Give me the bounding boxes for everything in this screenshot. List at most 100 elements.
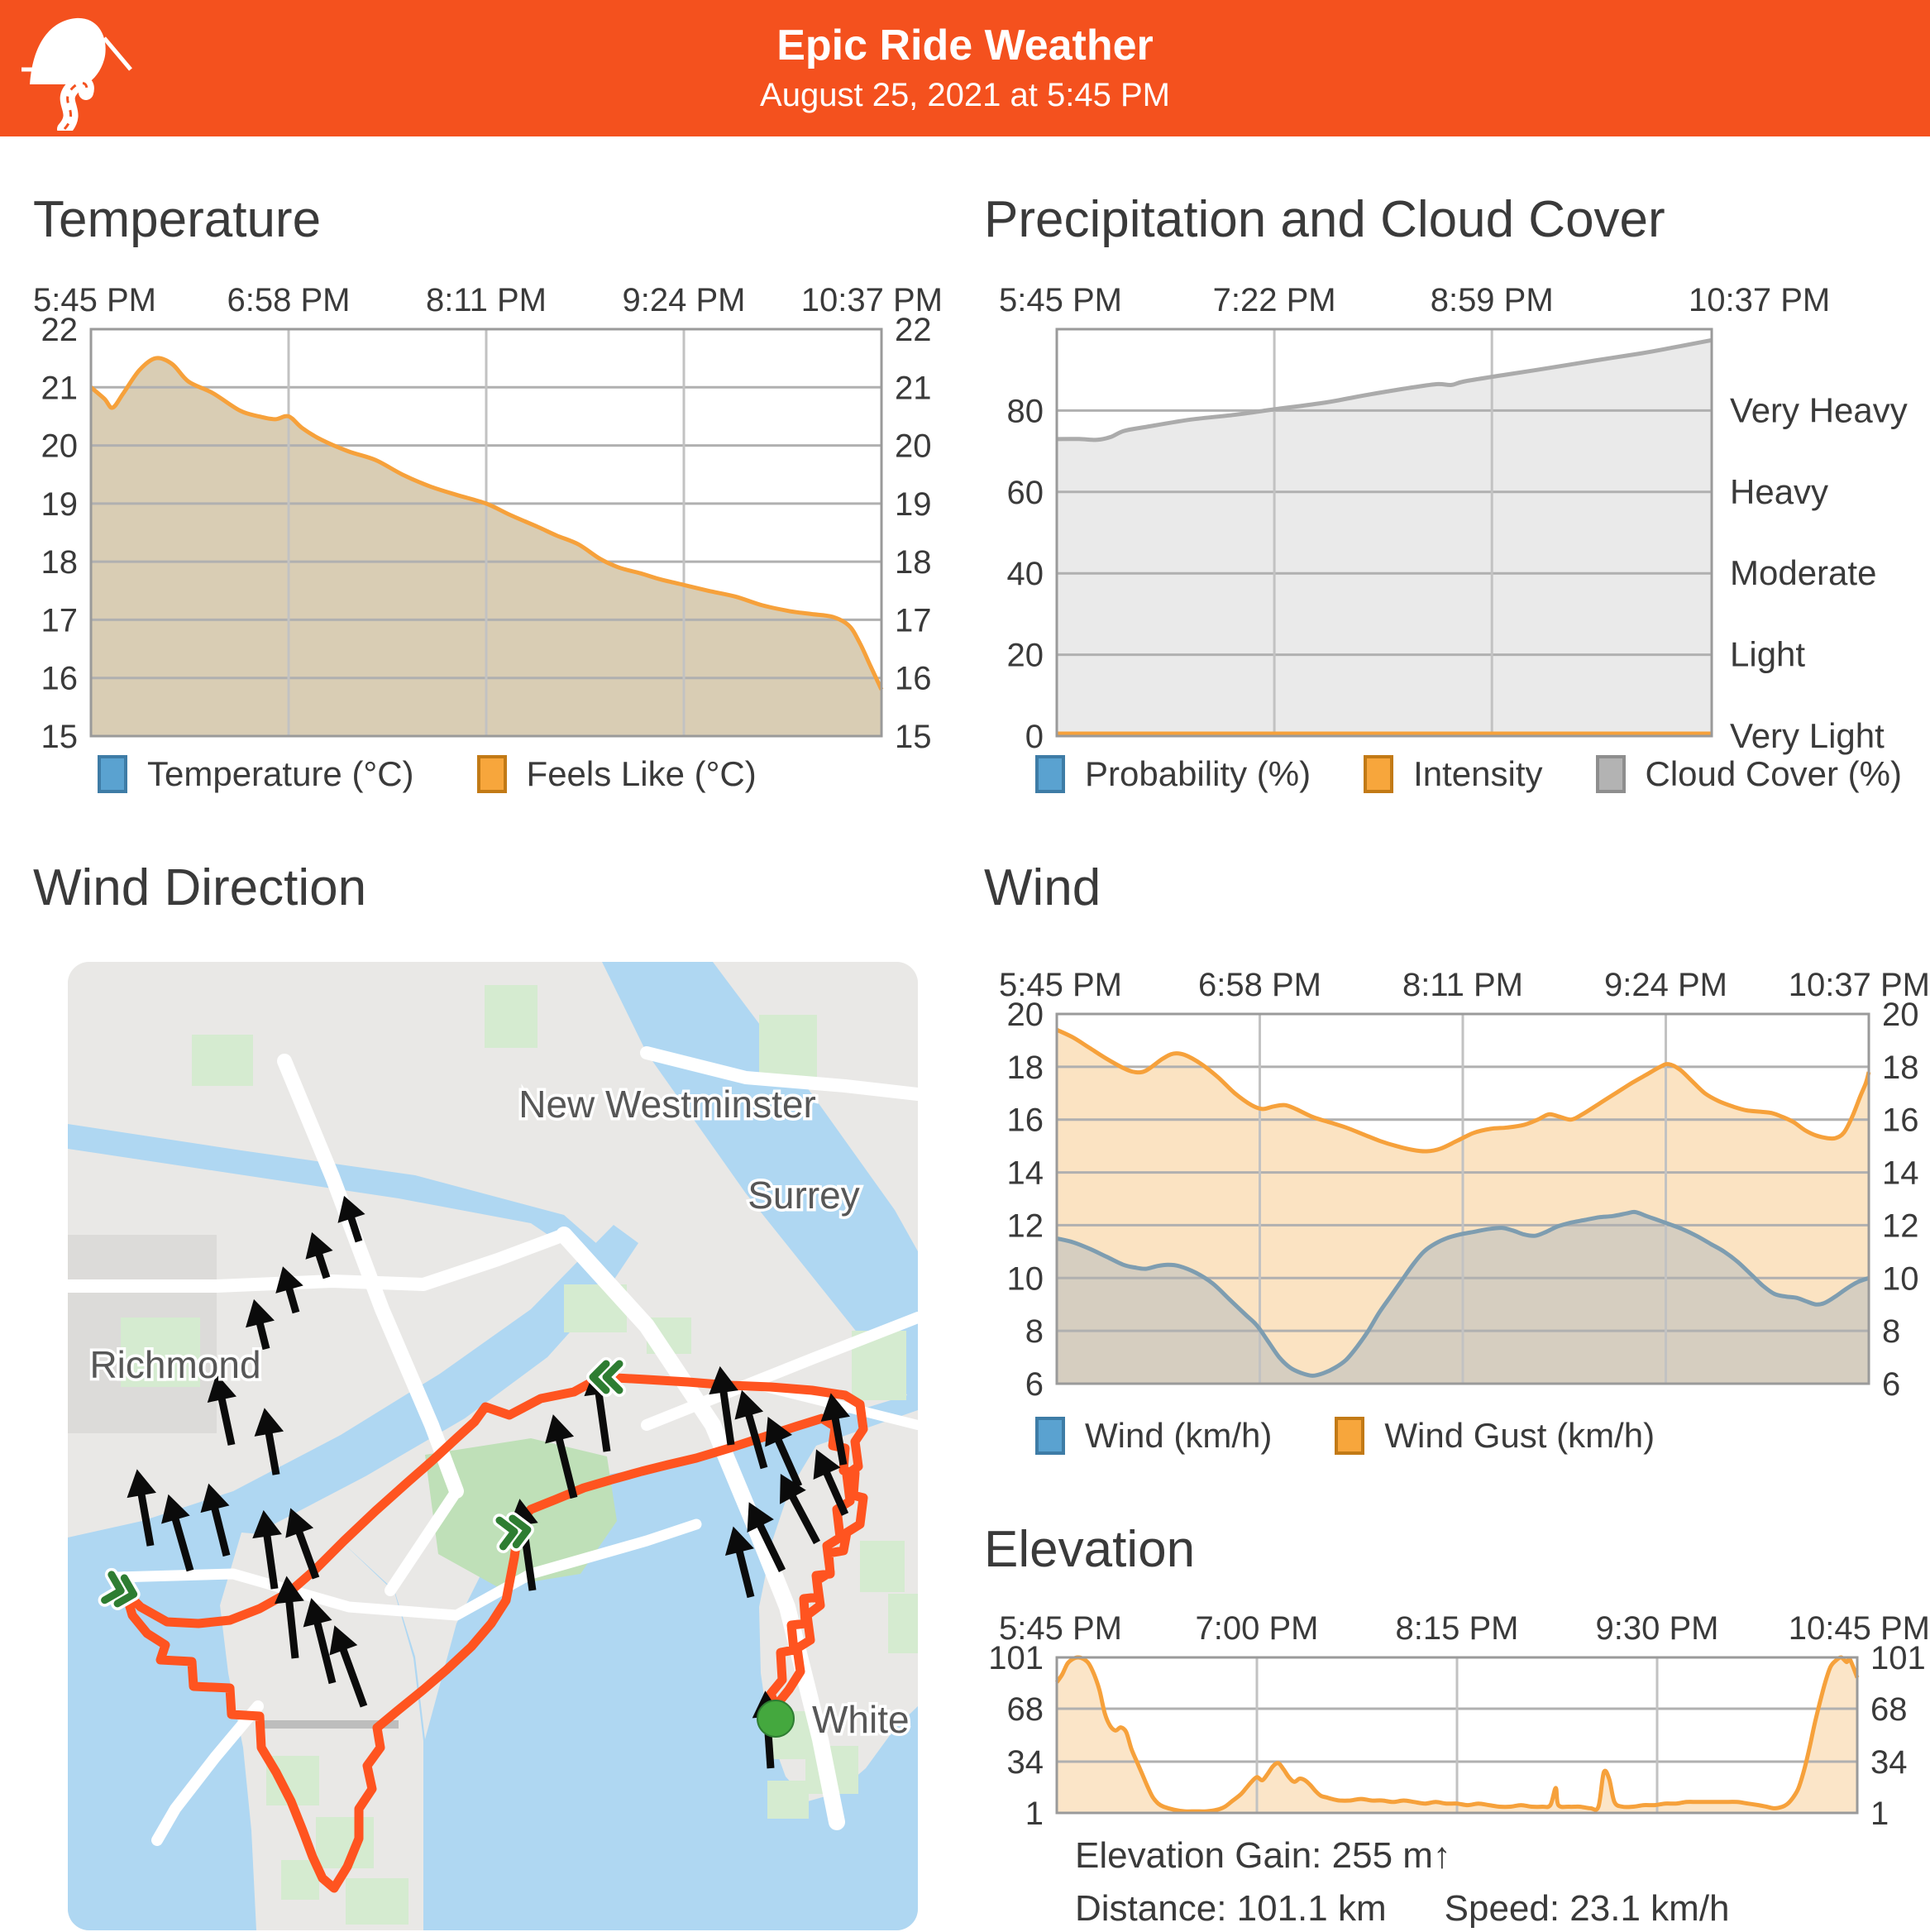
legend-item-probability: Probability (%) [1035, 754, 1311, 794]
y-axis-tick: 19 [895, 486, 932, 523]
y-axis-tick: 20 [41, 428, 79, 465]
wind-direction-map: New Westminster Surrey Richmond White [68, 962, 918, 1930]
feels-like-swatch [476, 755, 507, 793]
y-axis-tick: 14 [1882, 1155, 1919, 1192]
wind-section-title: Wind [984, 859, 1101, 916]
x-axis-tick: 9:30 PM [1596, 1610, 1719, 1647]
y-axis-tick: 12 [1007, 1208, 1044, 1244]
map-park [192, 1035, 253, 1086]
wind-arrow-icon [207, 1373, 236, 1446]
legend-label: Wind Gust (km/h) [1384, 1416, 1655, 1455]
wind-arrow-icon [275, 1266, 303, 1314]
y-axis-tick: 17 [895, 602, 932, 638]
wind-arrow-icon [337, 1195, 365, 1243]
wind-arrow-icon [820, 1393, 851, 1466]
intensity-swatch [1364, 755, 1394, 793]
wind-arrow-icon [246, 1298, 275, 1351]
y-axis-tick: 68 [1870, 1691, 1908, 1728]
wind-line [1055, 1027, 1871, 1154]
y-axis-tick: 21 [895, 370, 932, 406]
map-road [640, 1046, 918, 1101]
map-park [767, 1781, 809, 1819]
ride-stats: Elevation Gain: 255 m↑ Distance: 101.1 k… [1075, 1833, 1730, 1932]
wind-arrow-icon [252, 1509, 282, 1590]
x-axis-tick: 6:58 PM [227, 282, 351, 318]
y-axis-tick: 16 [1882, 1102, 1919, 1139]
map-label-richmond: Richmond [89, 1343, 260, 1386]
x-axis-tick: 7:00 PM [1196, 1610, 1319, 1647]
wind-arrow-icon [274, 1576, 304, 1659]
map-park [888, 1594, 918, 1653]
x-axis-tick: 10:37 PM [1689, 282, 1830, 318]
x-axis-tick: 7:22 PM [1213, 282, 1336, 318]
route-direction-chevron-icon [98, 1567, 141, 1610]
y-axis-tick: 40 [1007, 556, 1044, 592]
temperature-section-title: Temperature [33, 191, 322, 248]
wind-arrow-icon [303, 1598, 337, 1685]
y-axis-tick: 6 [1882, 1366, 1900, 1403]
x-axis-tick: 5:45 PM [33, 282, 156, 318]
elevation-chart: 5:45 PM 7:00 PM 8:15 PM 9:30 PM 10:45 PM 1 1 34… [988, 1610, 1930, 1832]
wind-arrow-icon [254, 1408, 284, 1475]
intensity-category-label: Heavy [1730, 472, 1828, 511]
map-road [112, 1518, 702, 1621]
map-park [485, 985, 537, 1048]
precipitation-area [1057, 340, 1712, 736]
legend-item-intensity: Intensity [1364, 754, 1543, 794]
y-axis-tick: 10 [1007, 1260, 1044, 1297]
map-park [316, 1817, 374, 1868]
wind-arrow-icon [161, 1494, 194, 1572]
precipitation-line [1056, 337, 1713, 442]
plot-border [89, 328, 883, 738]
map-water [602, 962, 918, 1408]
wind-swatch [1035, 1417, 1065, 1455]
y-axis-tick: 20 [1007, 638, 1044, 674]
map-road [151, 1700, 264, 1846]
legend-label: Temperature (°C) [147, 754, 414, 793]
y-axis-tick: 19 [41, 486, 79, 523]
legend-label: Probability (%) [1085, 754, 1311, 793]
y-axis-tick: 15 [895, 719, 932, 755]
y-axis-tick: 60 [1007, 475, 1044, 511]
intensity-category-label: Very Light [1730, 716, 1885, 755]
route-direction-chevron-icon [492, 1511, 534, 1553]
temperature-legend: Temperature (°C) Feels Like (°C) [98, 754, 757, 794]
y-axis-tick: 18 [1007, 1050, 1044, 1086]
y-axis-tick: 6 [1025, 1366, 1044, 1403]
legend-item-temperature: Temperature (°C) [98, 754, 414, 794]
report-datetime: August 25, 2021 at 5:45 PM [760, 76, 1170, 113]
wind-line [1056, 1209, 1870, 1378]
y-axis-tick: 68 [1007, 1691, 1044, 1728]
temperature-chart: 5:45 PM 6:58 PM 8:11 PM 9:24 PM 10:37 PM 15 15… [33, 282, 943, 755]
wind-direction-section-title: Wind Direction [33, 859, 367, 916]
x-axis-tick: 9:24 PM [1604, 967, 1727, 1003]
legend-label: Cloud Cover (%) [1645, 754, 1902, 793]
map-road [277, 1054, 464, 1499]
map-label-surrey: Surrey [748, 1174, 859, 1217]
wind-legend: Wind (km/h) Wind Gust (km/h) [1035, 1416, 1655, 1456]
route-direction-chevron-icon [586, 1357, 626, 1397]
wind-gust-swatch [1335, 1417, 1365, 1455]
y-axis-tick: 8 [1025, 1313, 1044, 1350]
wind-arrow-icon [747, 1502, 786, 1572]
y-axis-tick: 0 [1025, 719, 1044, 755]
y-axis-tick: 17 [41, 602, 79, 638]
intensity-category-label: Light [1730, 635, 1805, 674]
legend-label: Intensity [1413, 754, 1543, 793]
y-axis-tick: 16 [41, 661, 79, 697]
y-axis-tick: 1 [1025, 1796, 1044, 1832]
x-axis-tick: 5:45 PM [999, 282, 1122, 318]
map-park [121, 1317, 200, 1387]
y-axis-tick: 101 [988, 1640, 1044, 1676]
y-axis-tick: 10 [1882, 1260, 1919, 1297]
speed-stat: Speed: 23.1 km/h [1444, 1888, 1730, 1929]
map-park [860, 1541, 905, 1592]
y-axis-tick: 34 [1870, 1744, 1908, 1781]
y-axis-tick: 16 [895, 661, 932, 697]
y-axis-tick: 20 [1882, 997, 1919, 1033]
x-axis-tick: 8:11 PM [426, 282, 547, 318]
map-park [759, 1015, 817, 1084]
wind-arrow-icon [127, 1469, 156, 1547]
app-logo-icon [21, 5, 147, 136]
x-axis-tick: 8:11 PM [1402, 967, 1523, 1003]
